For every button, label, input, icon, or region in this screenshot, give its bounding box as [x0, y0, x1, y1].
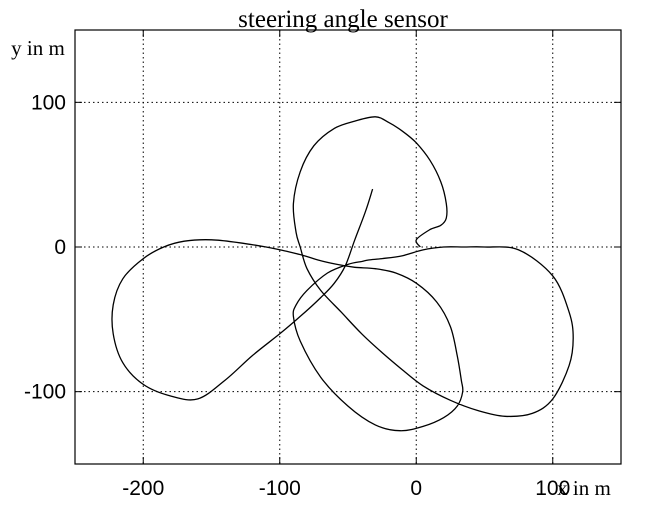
y-tick-label: -100: [24, 381, 66, 404]
axis-ticks: [75, 30, 621, 464]
trajectory-series: [111, 116, 574, 432]
trajectory-line: [111, 116, 574, 432]
x-axis-label: x in m: [557, 476, 611, 500]
grid-lines: [75, 30, 621, 464]
y-axis-label: y in m: [11, 36, 65, 60]
tick-labels: -200 -100 0 100 -100 0 100: [24, 91, 570, 500]
x-tick-label: 0: [410, 477, 422, 500]
chart-title: steering angle sensor: [238, 6, 448, 33]
x-tick-label: -100: [259, 477, 301, 500]
x-tick-label: 100: [535, 477, 570, 500]
y-tick-label: 100: [31, 91, 66, 114]
y-tick-label: 0: [54, 236, 66, 259]
x-tick-label: -200: [122, 477, 164, 500]
